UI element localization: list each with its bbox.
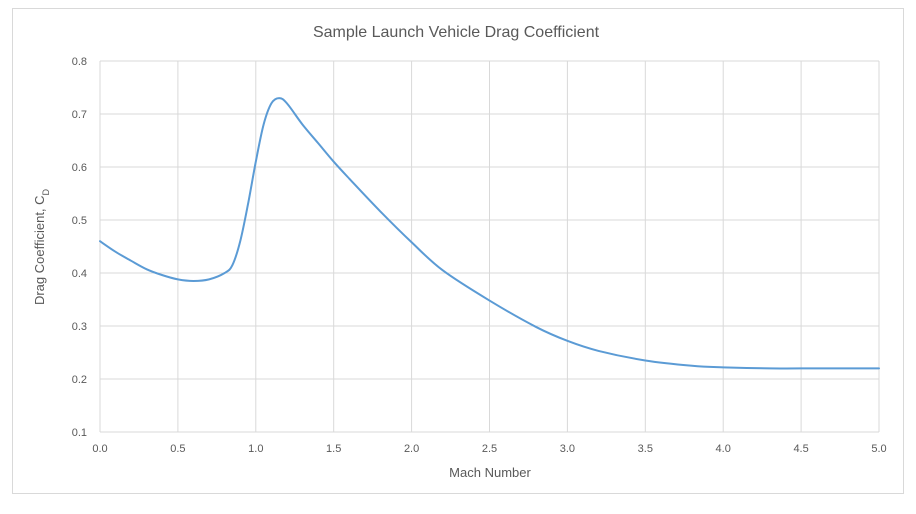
y-tick-label: 0.6 [72,162,87,174]
series-line-drag-coefficient [99,97,880,370]
x-tick-label: 3.5 [638,443,653,455]
x-tick-label: 0.0 [92,443,107,455]
x-tick-label: 5.0 [871,443,886,455]
y-tick-label: 0.8 [72,56,87,68]
chart-frame [12,8,904,494]
x-tick-label: 0.5 [170,443,185,455]
x-tick-label: 1.0 [248,443,263,455]
x-tick-label: 2.5 [482,443,497,455]
y-tick-label: 0.2 [72,374,87,386]
y-axis-label-subscript: D [41,188,51,195]
y-tick-labels: 0.1 0.2 0.3 0.4 0.5 0.6 0.7 0.8 [72,56,87,439]
x-axis-label: Mach Number [449,465,531,480]
y-tick-label: 0.4 [72,268,87,280]
x-tick-label: 1.5 [326,443,341,455]
x-tick-label: 2.0 [404,443,419,455]
y-tick-label: 0.5 [72,215,87,227]
x-tick-labels: 0.0 0.5 1.0 1.5 2.0 2.5 3.0 3.5 4.0 4.5 5.0 [92,443,886,455]
y-tick-label: 0.7 [72,109,87,121]
y-tick-label: 0.3 [72,321,87,333]
grid-lines [99,60,880,433]
x-tick-label: 4.5 [793,443,808,455]
x-tick-label: 4.0 [716,443,731,455]
y-axis-label: Drag Coefficient, CD [32,188,51,305]
chart-title: Sample Launch Vehicle Drag Coefficient [313,24,600,41]
y-tick-label: 0.1 [72,427,87,439]
y-axis-label-main: Drag Coefficient, C [32,195,47,305]
x-tick-label: 3.0 [560,443,575,455]
